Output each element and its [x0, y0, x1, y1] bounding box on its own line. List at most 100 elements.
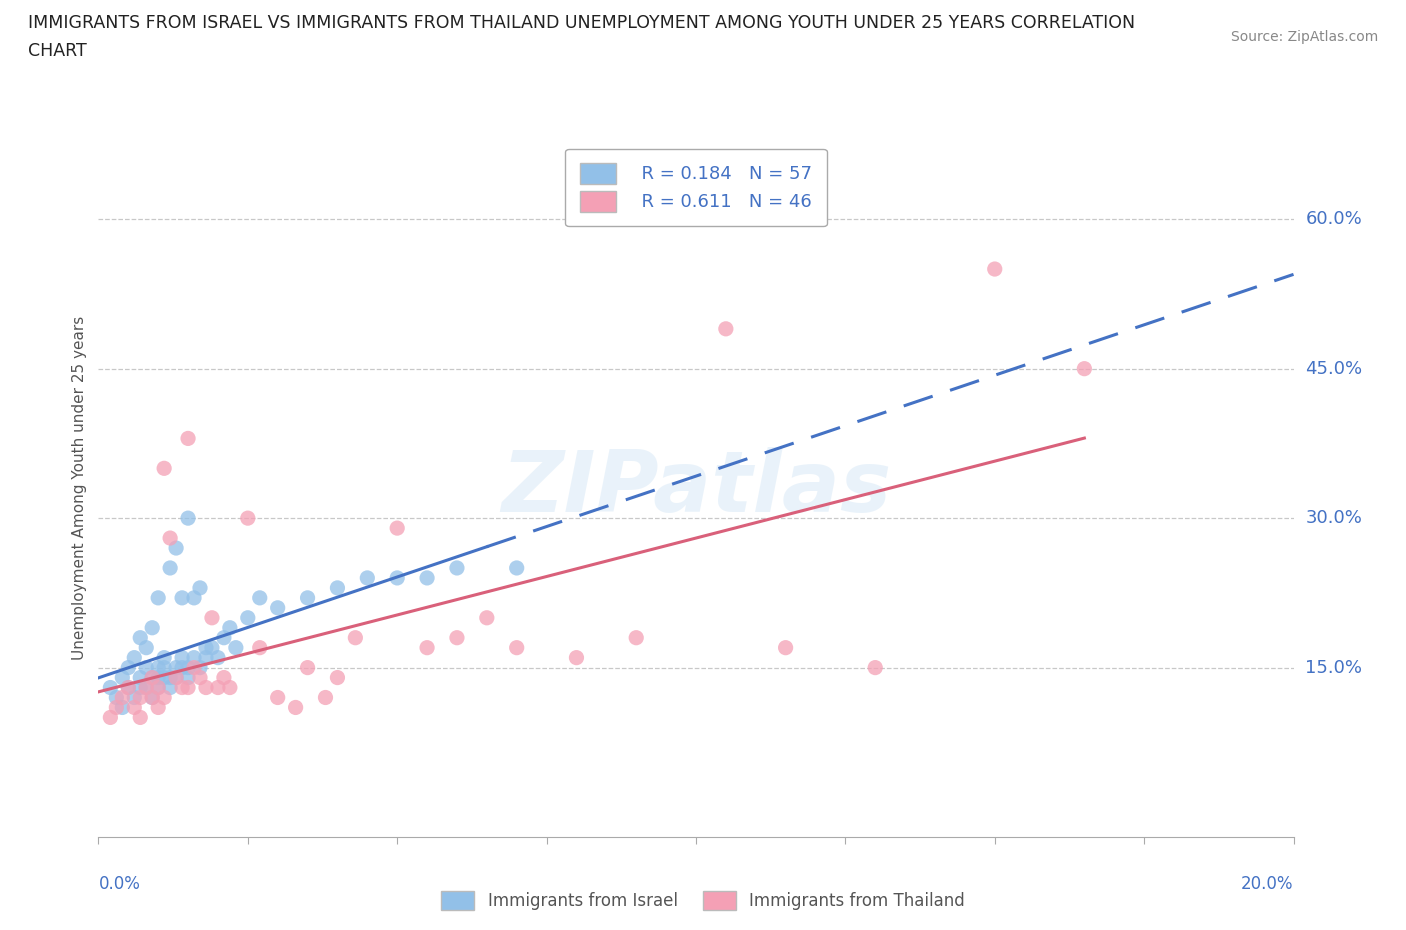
Point: [201, 640, 224, 655]
Point: [446, 631, 468, 645]
Point: [129, 690, 152, 705]
Point: [141, 620, 163, 635]
Point: [148, 680, 170, 695]
Point: [326, 671, 349, 685]
Text: 15.0%: 15.0%: [1305, 658, 1362, 677]
Point: [326, 580, 349, 595]
Point: [177, 671, 200, 685]
Point: [165, 671, 187, 685]
Point: [148, 660, 170, 675]
Point: [165, 540, 187, 555]
Point: [194, 650, 218, 665]
Point: [135, 660, 157, 675]
Legend: Immigrants from Israel, Immigrants from Thailand: Immigrants from Israel, Immigrants from …: [434, 884, 972, 917]
Legend:   R = 0.184   N = 57,   R = 0.611   N = 46: R = 0.184 N = 57, R = 0.611 N = 46: [565, 149, 827, 226]
Point: [194, 680, 218, 695]
Point: [153, 650, 176, 665]
Point: [249, 591, 271, 605]
Point: [201, 610, 224, 625]
Point: [267, 690, 290, 705]
Point: [188, 580, 211, 595]
Point: [159, 671, 181, 685]
Point: [506, 561, 529, 576]
Text: 30.0%: 30.0%: [1305, 509, 1362, 527]
Text: 0.0%: 0.0%: [98, 875, 141, 894]
Text: CHART: CHART: [28, 42, 87, 60]
Point: [297, 591, 319, 605]
Point: [446, 561, 468, 576]
Point: [506, 640, 529, 655]
Point: [124, 650, 146, 665]
Point: [416, 570, 439, 585]
Point: [177, 680, 200, 695]
Point: [775, 640, 797, 655]
Point: [129, 680, 152, 695]
Point: [159, 561, 181, 576]
Point: [105, 700, 128, 715]
Point: [153, 690, 176, 705]
Text: Source: ZipAtlas.com: Source: ZipAtlas.com: [1230, 30, 1378, 44]
Point: [148, 671, 170, 685]
Point: [98, 710, 122, 724]
Point: [194, 640, 218, 655]
Point: [225, 640, 247, 655]
Point: [385, 570, 409, 585]
Point: [212, 671, 235, 685]
Point: [141, 671, 163, 685]
Point: [111, 700, 134, 715]
Point: [1073, 361, 1095, 376]
Point: [188, 660, 211, 675]
Text: 20.0%: 20.0%: [1241, 875, 1294, 894]
Point: [416, 640, 439, 655]
Point: [219, 620, 242, 635]
Point: [183, 591, 205, 605]
Point: [207, 650, 229, 665]
Point: [129, 671, 152, 685]
Point: [219, 680, 242, 695]
Point: [135, 680, 157, 695]
Point: [172, 680, 194, 695]
Text: 45.0%: 45.0%: [1305, 360, 1362, 378]
Point: [475, 610, 498, 625]
Point: [153, 660, 176, 675]
Point: [236, 511, 259, 525]
Point: [111, 671, 134, 685]
Point: [983, 261, 1005, 276]
Text: ZIPatlas: ZIPatlas: [501, 446, 891, 530]
Point: [135, 640, 157, 655]
Point: [565, 650, 588, 665]
Point: [148, 700, 170, 715]
Point: [141, 690, 163, 705]
Point: [183, 660, 205, 675]
Point: [212, 631, 235, 645]
Point: [177, 660, 200, 675]
Point: [207, 680, 229, 695]
Point: [117, 660, 139, 675]
Point: [153, 461, 176, 476]
Point: [188, 671, 211, 685]
Point: [865, 660, 887, 675]
Point: [153, 671, 176, 685]
Point: [165, 660, 187, 675]
Point: [183, 650, 205, 665]
Point: [356, 570, 378, 585]
Point: [714, 322, 737, 337]
Point: [105, 690, 128, 705]
Point: [624, 631, 647, 645]
Point: [129, 631, 152, 645]
Point: [165, 671, 187, 685]
Point: [172, 650, 194, 665]
Point: [297, 660, 319, 675]
Point: [159, 531, 181, 546]
Point: [236, 610, 259, 625]
Point: [124, 700, 146, 715]
Point: [172, 660, 194, 675]
Point: [148, 591, 170, 605]
Point: [129, 710, 152, 724]
Point: [385, 521, 409, 536]
Point: [159, 680, 181, 695]
Point: [117, 680, 139, 695]
Point: [111, 690, 134, 705]
Point: [135, 680, 157, 695]
Point: [267, 601, 290, 616]
